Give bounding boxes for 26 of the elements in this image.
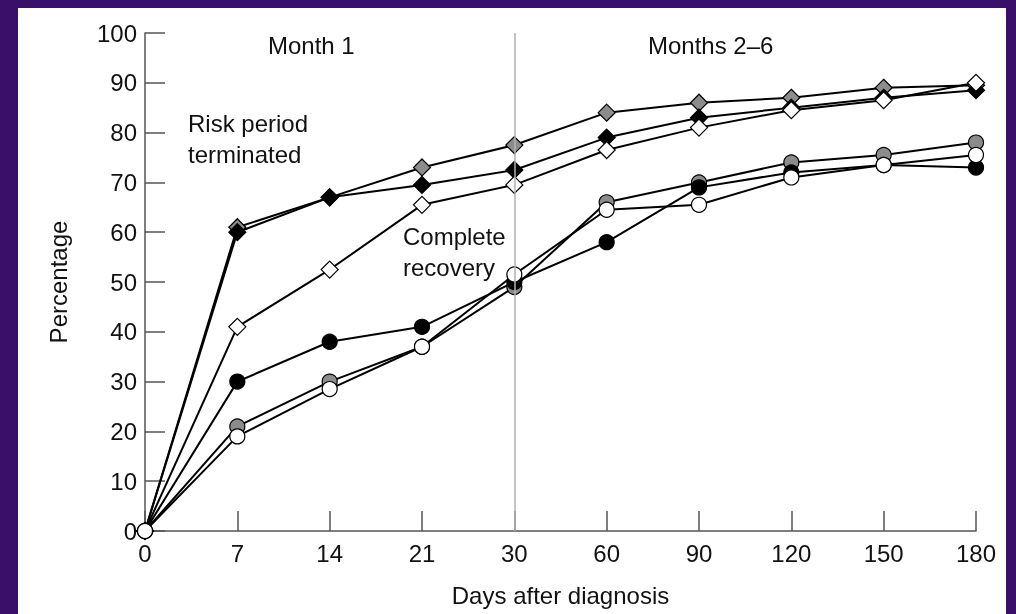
y-tick-label: 60	[110, 218, 137, 246]
y-tick-label: 80	[110, 119, 137, 147]
y-tick-label: 50	[110, 268, 137, 296]
annotation: Month 1	[268, 32, 355, 59]
x-tick-label: 14	[316, 539, 344, 567]
y-tick-label: 100	[96, 19, 137, 47]
y-tick-label: 20	[110, 417, 137, 445]
x-axis-title: Days after diagnosis	[451, 581, 670, 609]
y-tick-label: 10	[110, 467, 137, 495]
x-tick-label: 30	[500, 539, 528, 567]
x-tick-label: 60	[593, 539, 621, 567]
x-tick-label: 90	[685, 539, 713, 567]
y-tick-label: 70	[110, 168, 137, 196]
x-tick-label: 21	[408, 539, 436, 567]
annotation: Months 2–6	[648, 32, 774, 59]
y-tick-label: 90	[110, 69, 137, 97]
y-axis-title: Percentage	[44, 220, 72, 344]
annotation: Risk period terminated	[188, 110, 315, 168]
x-tick-label: 180	[955, 539, 997, 567]
annotation: Complete recovery	[403, 223, 513, 281]
x-tick-label: 120	[771, 539, 812, 567]
y-tick-label: 30	[110, 368, 137, 396]
x-tick-label: 7	[230, 539, 245, 567]
y-tick-label: 0	[123, 517, 137, 545]
x-tick-label: 150	[863, 539, 904, 567]
y-tick-label: 40	[110, 318, 137, 346]
